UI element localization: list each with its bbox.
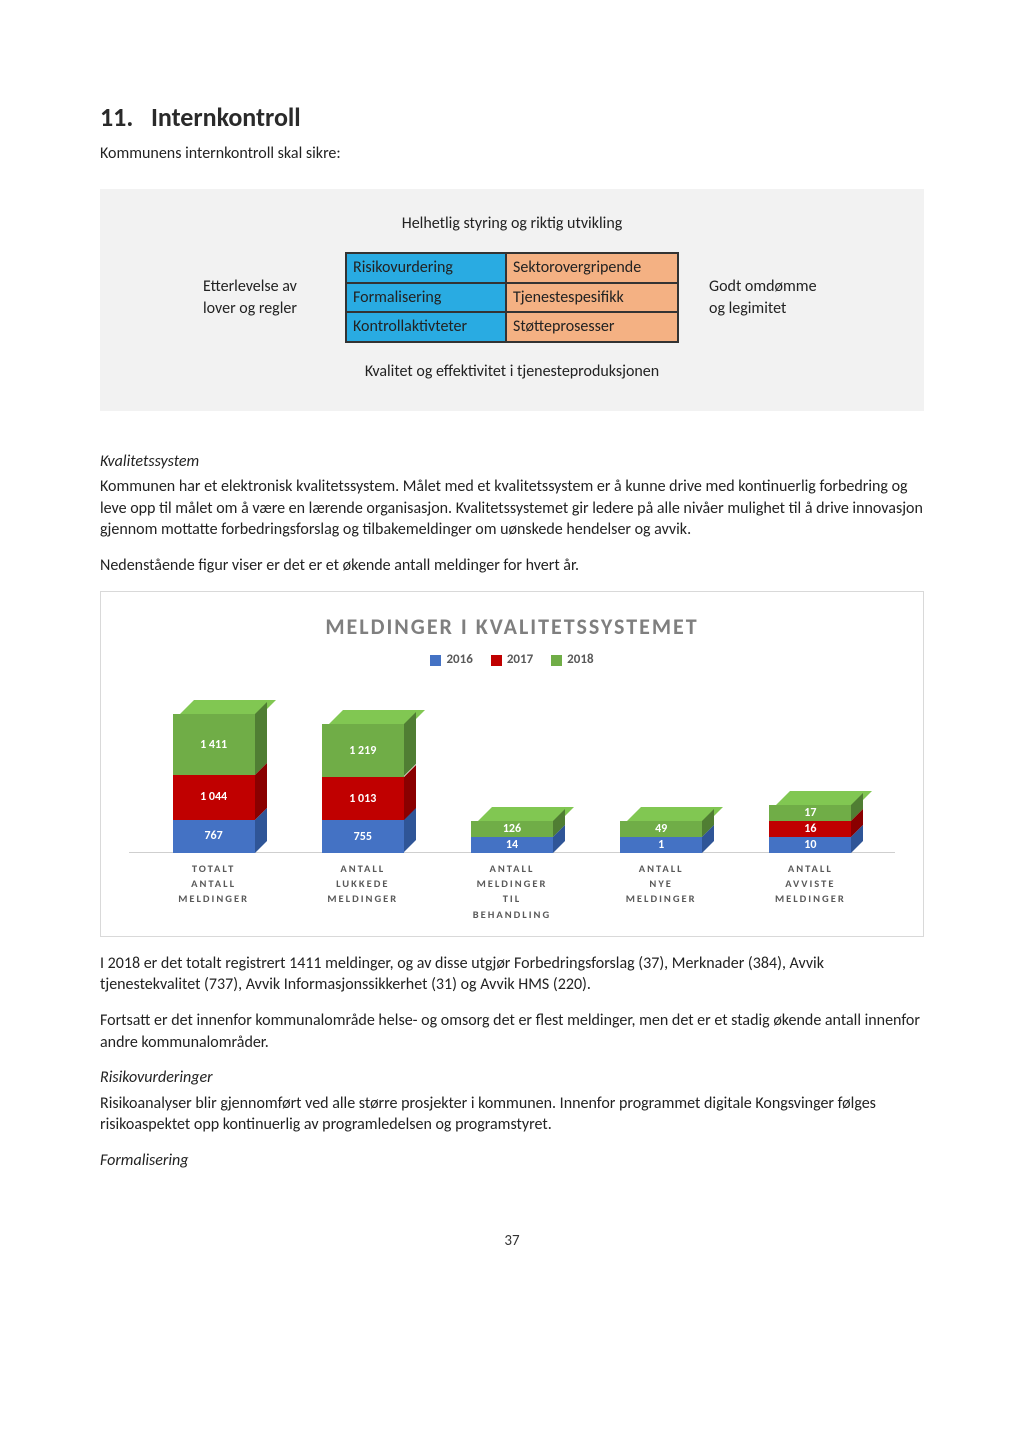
subheading-risikovurderinger: Risikovurderinger — [100, 1067, 924, 1089]
framework-right-label: Godt omdømme og legimitet — [679, 276, 829, 319]
category-label: ANTALLMELDINGERTILBEHANDLING — [449, 861, 576, 922]
legend-swatch — [491, 655, 502, 666]
paragraph: Fortsatt er det innenfor kommunalområde … — [100, 1010, 924, 1053]
section-number: 11. — [100, 101, 133, 133]
bar-segment: 49 — [620, 821, 702, 837]
legend-item: 2018 — [551, 651, 593, 669]
framework-box: Helhetlig styring og riktig utvikling Et… — [100, 189, 924, 411]
bar-segment: 126 — [471, 821, 553, 837]
bar-segment: 17 — [769, 805, 851, 821]
bar-group: 12614 — [449, 683, 576, 853]
legend-swatch — [430, 655, 441, 666]
category-label: ANTALLLUKKEDEMELDINGER — [299, 861, 426, 922]
bar-stack: 1 2191 013755 — [322, 724, 404, 852]
category-label: ANTALLAVVISTEMELDINGER — [747, 861, 874, 922]
bar-group: 1 4111 044767 — [150, 683, 277, 853]
paragraph: Nedenstående figur viser er det er et øk… — [100, 555, 924, 577]
paragraph: Kommunen har et elektronisk kvalitetssys… — [100, 476, 924, 541]
bar-stack: 12614 — [471, 821, 553, 853]
paragraph: Risikoanalyser blir gjennomført ved alle… — [100, 1093, 924, 1136]
framework-cell: Tjenestespesifikk — [506, 283, 678, 313]
framework-cell: Støtteprosesser — [506, 312, 678, 342]
bar-stack: 1 4111 044767 — [173, 714, 255, 853]
framework-cell: Risikovurdering — [346, 253, 506, 283]
legend-item: 2016 — [430, 651, 472, 669]
bar-group: 171610 — [747, 683, 874, 853]
bar-segment: 10 — [769, 837, 851, 853]
framework-grid: Risikovurdering Sektorovergripende Forma… — [345, 252, 679, 343]
bar-segment: 1 013 — [322, 777, 404, 821]
legend-label: 2018 — [567, 651, 593, 669]
chart-legend: 2016 2017 2018 — [119, 651, 905, 669]
bar-segment: 1 — [620, 837, 702, 853]
section-heading: 11. Internkontroll — [100, 100, 924, 135]
subheading-kvalitetssystem: Kvalitetssystem — [100, 451, 924, 473]
bar-segment: 1 411 — [173, 714, 255, 775]
chart-container: MELDINGER I KVALITETSSYSTEMET 2016201720… — [100, 591, 924, 937]
framework-cell: Kontrollaktivteter — [346, 312, 506, 342]
lead-paragraph: Kommunens internkontroll skal sikre: — [100, 143, 924, 165]
bar-group: 491 — [598, 683, 725, 853]
legend-swatch — [551, 655, 562, 666]
bar-stack: 171610 — [769, 805, 851, 853]
framework-top-label: Helhetlig styring og riktig utvikling — [118, 213, 906, 235]
bar-segment: 1 044 — [173, 775, 255, 820]
chart-plot: 1 4111 044767 1 2191 013755 12614 491 171610 — [139, 683, 885, 853]
framework-left-label: Etterlevelse av lover og regler — [195, 276, 345, 319]
category-label: ANTALLNYEMELDINGER — [598, 861, 725, 922]
bar-segment: 767 — [173, 820, 255, 853]
category-label: TOTALTANTALLMELDINGER — [150, 861, 277, 922]
bar-segment: 16 — [769, 821, 851, 837]
bar-group: 1 2191 013755 — [299, 683, 426, 853]
legend-label: 2016 — [446, 651, 472, 669]
bar-segment: 1 219 — [322, 724, 404, 776]
bar-segment: 14 — [471, 837, 553, 853]
bar-segment: 755 — [322, 820, 404, 852]
framework-cell: Formalisering — [346, 283, 506, 313]
legend-label: 2017 — [507, 651, 533, 669]
framework-mid-row: Etterlevelse av lover og regler Risikovu… — [118, 252, 906, 343]
legend-item: 2017 — [491, 651, 533, 669]
paragraph: I 2018 er det totalt registrert 1411 mel… — [100, 953, 924, 996]
chart-category-labels: TOTALTANTALLMELDINGER ANTALLLUKKEDEMELDIN… — [139, 861, 885, 922]
page-number: 37 — [100, 1231, 924, 1251]
bar-stack: 491 — [620, 821, 702, 853]
subheading-formalisering: Formalisering — [100, 1150, 924, 1172]
framework-cell: Sektorovergripende — [506, 253, 678, 283]
section-title: Internkontroll — [151, 101, 301, 133]
chart-title: MELDINGER I KVALITETSSYSTEMET — [119, 612, 905, 642]
framework-bottom-label: Kvalitet og effektivitet i tjenesteprodu… — [118, 361, 906, 383]
